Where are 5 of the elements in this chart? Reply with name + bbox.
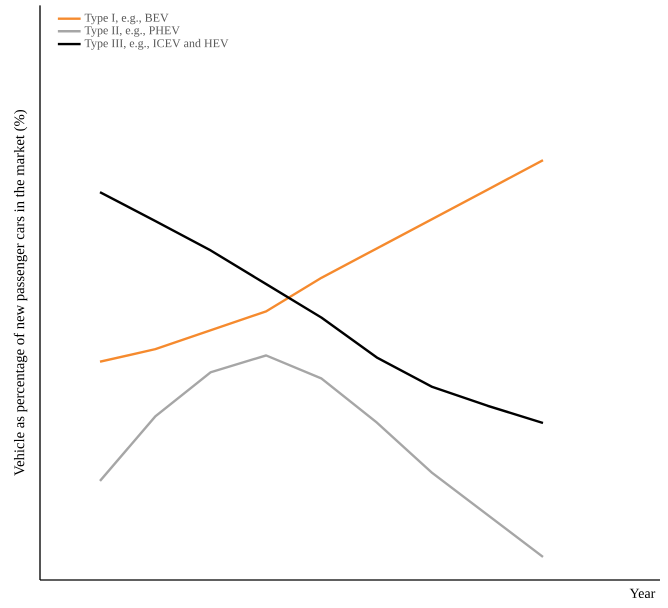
legend-label: Type I, e.g., BEV [84,14,169,24]
legend-label: Type II, e.g., PHEV [84,26,180,37]
legend-label: Type III, e.g., ICEV and HEV [84,38,228,50]
x-axis-title: Year [630,588,656,598]
y-axis-title: Vehicle as percentage of new passenger cars in the market (%) [14,110,28,476]
